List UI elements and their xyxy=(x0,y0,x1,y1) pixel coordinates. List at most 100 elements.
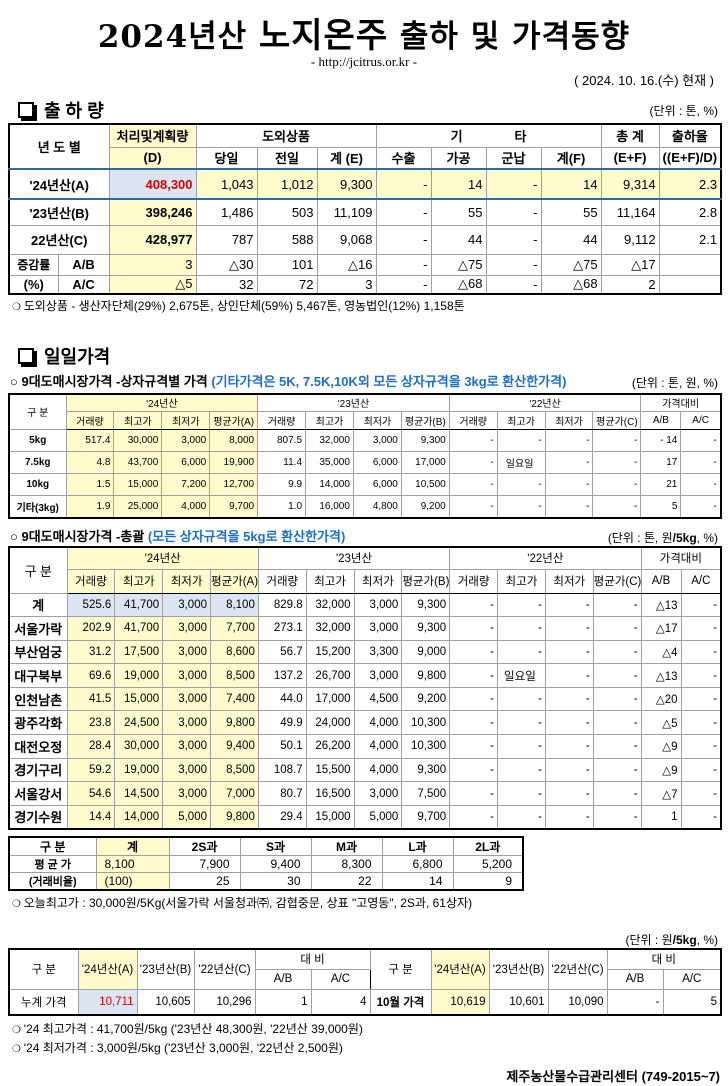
cell: - xyxy=(544,757,594,783)
cell: 32,000 xyxy=(305,592,355,618)
header-col: 최저가 xyxy=(544,568,594,594)
by-size-unit: (단위 : 톤, 원, %) xyxy=(631,376,718,390)
cell: 17,500 xyxy=(114,639,164,665)
cell: 8,300 xyxy=(310,855,383,873)
header-col: L과 xyxy=(381,836,454,856)
cell: 15,200 xyxy=(305,639,355,665)
cell: 10,300 xyxy=(401,710,451,736)
header-col: 거래량 xyxy=(65,410,115,430)
cell: 3,000 xyxy=(162,686,211,712)
cell: - xyxy=(680,804,722,830)
cell: - xyxy=(544,804,594,830)
unit-part: , %) xyxy=(696,531,718,545)
cell: 2.1 xyxy=(658,224,722,255)
header-plan-d: (D) xyxy=(108,146,197,170)
cell: - xyxy=(680,686,722,712)
cell: 588 xyxy=(256,224,318,255)
cell: 9,400 xyxy=(239,855,312,873)
cell: △20 xyxy=(640,686,682,712)
cell: - xyxy=(680,710,722,736)
row-label: 부산엄궁 xyxy=(8,639,68,665)
cell: 3,000 xyxy=(353,616,403,641)
cell: 9,200 xyxy=(400,495,450,519)
cell: △30 xyxy=(195,253,258,276)
cell: 3,000 xyxy=(353,781,403,806)
cell: - xyxy=(544,472,594,497)
header-group: 가격대비 xyxy=(640,393,722,412)
cell: - xyxy=(680,450,722,475)
cell: 일요일 xyxy=(496,450,546,475)
cell: - xyxy=(449,710,499,736)
cell: - xyxy=(449,757,499,783)
cell: - xyxy=(485,253,542,276)
cell: 1 xyxy=(254,988,312,1016)
title-suffix: 출하 및 가격동향 xyxy=(399,19,631,55)
cell: - xyxy=(497,804,546,830)
cell: 9,300 xyxy=(400,428,450,452)
cell: - xyxy=(449,639,499,665)
cell: 43,700 xyxy=(113,450,163,475)
cell: 5,200 xyxy=(452,855,524,873)
cell: 3,000 xyxy=(162,592,211,618)
table-row: 대구북부 69.6 19,000 3,000 8,500 137.2 26,700 3,000… xyxy=(8,663,722,688)
cell: - xyxy=(496,428,546,452)
cell: 7,700 xyxy=(209,616,259,641)
header-23: '23년산(B) xyxy=(136,948,195,990)
cell: - xyxy=(544,710,594,736)
cell: 787 xyxy=(195,224,258,255)
header-rate: 출하율 xyxy=(658,123,722,148)
header-col: 거래량 xyxy=(257,410,307,430)
cell: - xyxy=(606,988,664,1016)
cell: - xyxy=(497,734,546,759)
cell: 59.2 xyxy=(66,757,116,783)
cell: 7,400 xyxy=(209,686,259,712)
cell: 6,000 xyxy=(352,450,402,475)
cell: 16,500 xyxy=(305,781,355,806)
header-other: 기 타 xyxy=(375,123,602,148)
header-col: 최저가 xyxy=(544,410,594,430)
cell: - xyxy=(449,781,499,806)
cell: 108.7 xyxy=(257,757,307,783)
cell: 9,300 xyxy=(401,616,451,641)
cell: - xyxy=(497,781,546,806)
cell: - xyxy=(485,198,542,226)
cell: 8,100 xyxy=(95,855,170,873)
table-row: 인천남촌 41.5 15,000 3,000 7,400 44.0 17,000 4,500 9… xyxy=(8,686,722,712)
header-row: 구 분 '24년산 '23년산 '22년산 가격대비 xyxy=(8,393,722,430)
cell: - xyxy=(449,804,499,830)
cell: 19,900 xyxy=(209,450,259,475)
cell: 3 xyxy=(108,253,197,276)
cell: 80.7 xyxy=(257,781,307,806)
grade-price-table: 구 분 계 2S과 S과 M과 L과 2L과 평 균 가 8,100 7,900 9,400 8,30… xyxy=(8,836,524,891)
cell: 4,500 xyxy=(353,686,403,712)
by-size-note: (기타가격은 5K, 7.5K,10K외 모든 상자규격을 3kg로 환산한가격… xyxy=(211,374,567,389)
cell: △9 xyxy=(640,734,682,759)
by-size-title: ○ 9대도매시장가격 -상자규격별 가격 xyxy=(10,374,208,389)
cell: 9,000 xyxy=(401,639,451,665)
cumulative-unit: (단위 : 원/5kg, %) xyxy=(626,931,718,948)
max-price-note: '24 최고가격 : 41,700원/5kg ('23년산 48,300원, '… xyxy=(12,1020,363,1037)
header-today: 당일 xyxy=(195,146,258,170)
cell: 일요일 xyxy=(497,663,546,688)
header-col: A/C xyxy=(680,568,722,594)
cell: 273.1 xyxy=(257,616,307,641)
site-url: - http://jcitrus.or.kr - xyxy=(310,54,418,69)
cell: - xyxy=(544,734,594,759)
header-col: 구 분 xyxy=(8,836,97,856)
cell: 7,200 xyxy=(161,472,211,497)
cell: 4,000 xyxy=(161,495,211,519)
cell: 30 xyxy=(239,872,312,891)
cell: - xyxy=(544,639,594,665)
row-label: 평 균 가 xyxy=(8,855,97,873)
cell: △5 xyxy=(108,274,197,295)
cell: 14 xyxy=(430,168,487,200)
header-col: 거래량 xyxy=(257,568,307,594)
cell: 398,246 xyxy=(108,198,197,226)
cell: 32 xyxy=(195,274,258,295)
cell: 3,300 xyxy=(353,639,403,665)
header-group: '24년산 xyxy=(66,546,259,570)
unit-part: (단위 : 톤, 원 xyxy=(607,531,673,545)
header-24: '24년산(A) xyxy=(430,948,490,990)
cell: 2.8 xyxy=(658,198,722,226)
cell: 9 xyxy=(452,872,524,891)
